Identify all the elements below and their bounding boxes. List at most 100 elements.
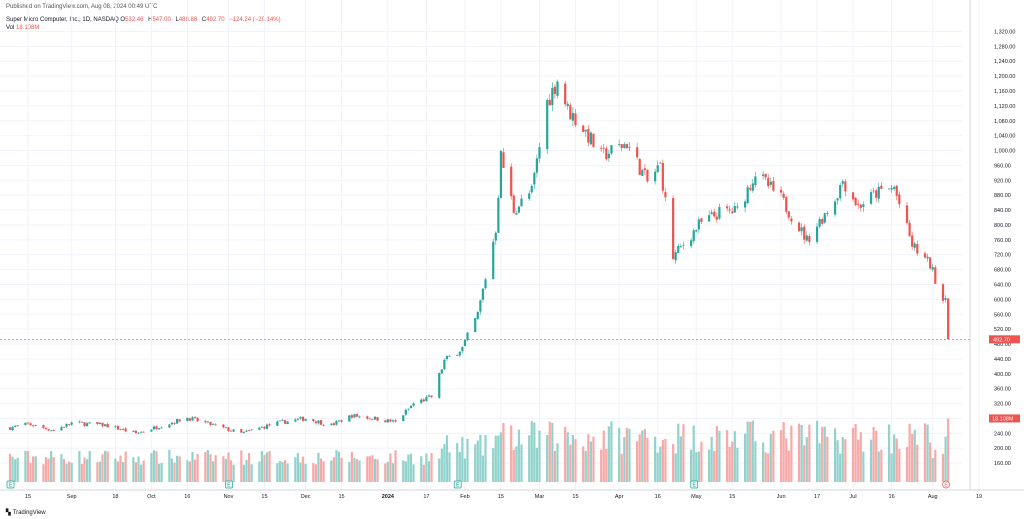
candle-body: [104, 424, 107, 427]
volume-bar: [553, 450, 557, 482]
volume-bar: [790, 425, 793, 482]
candle-body: [224, 427, 228, 429]
candle-body: [32, 425, 35, 427]
candle-body: [168, 424, 171, 428]
volume-bar: [204, 451, 207, 482]
volume-bar: [175, 455, 179, 482]
candle-body: [571, 113, 574, 121]
price-tick-label: 520.00: [994, 327, 1011, 333]
earnings-marker-icon: [942, 480, 950, 489]
volume-bar: [923, 423, 927, 482]
price-tick-label: 1,280.00: [994, 44, 1015, 50]
candle-body: [263, 426, 266, 429]
volume-bar: [528, 435, 531, 482]
volume-bar: [880, 449, 883, 482]
volume-bar: [134, 462, 138, 482]
volume-bar: [911, 434, 914, 482]
price-tick-label: 1,320.00: [994, 29, 1015, 35]
candle-body: [14, 425, 17, 427]
candle-body: [391, 420, 395, 422]
volume-bar: [86, 459, 89, 482]
candle-body: [535, 158, 539, 173]
time-axis[interactable]: 15 Sep 18 Oct 16 Nov 15 Dec 15 2024 17 Feb 15 Mar 15 Ap…: [0, 489, 1024, 500]
volume-bar: [656, 452, 659, 482]
volume-bar: [679, 436, 682, 482]
candle-body: [175, 418, 179, 424]
volume-bar: [47, 458, 50, 482]
volume-bar: [566, 432, 569, 482]
candle-body: [137, 432, 140, 434]
candle-body: [839, 185, 842, 199]
volume-bar: [623, 437, 626, 482]
candle-body: [16, 425, 19, 427]
volume-bar: [944, 436, 947, 482]
candle-body: [761, 174, 765, 176]
candle-body: [26, 422, 30, 424]
candle-body: [787, 211, 790, 218]
candle-body: [461, 346, 464, 352]
candle-body: [502, 152, 505, 168]
published-caption: Published on TradingView.com, Aug 08, 20…: [6, 4, 158, 10]
volume-bar: [905, 446, 909, 482]
volume-bar: [826, 436, 829, 482]
volume-bar: [422, 464, 425, 482]
volume-bar: [319, 458, 323, 482]
candle-body: [862, 204, 865, 208]
time-tick-label: 15: [261, 494, 267, 500]
volume-bar: [229, 460, 233, 482]
candle-body: [941, 284, 945, 301]
volume-bar: [636, 441, 639, 482]
candle-body: [898, 194, 901, 205]
candle-body: [394, 420, 397, 422]
candle-body: [427, 395, 431, 397]
volume-bar: [535, 447, 539, 482]
earnings-marker-icon: [453, 480, 462, 489]
candle-body: [533, 172, 536, 185]
tradingview-logo[interactable]: ▚ TradingView: [6, 509, 46, 516]
price-axis[interactable]: 1,320.00 1,280.00 1,240.00 1,200.00 1,160.00…: [969, 0, 1020, 490]
volume-bar: [479, 434, 482, 482]
candle-body: [373, 416, 377, 420]
volume-bar: [587, 434, 590, 482]
volume-bar: [458, 451, 461, 482]
time-tick-label: 15: [25, 494, 31, 500]
volume-bar: [366, 456, 369, 482]
volume-bar: [926, 424, 929, 482]
volume-bar: [104, 450, 107, 482]
candle-body: [157, 428, 161, 430]
volume-bar: [191, 451, 194, 482]
price-tick-label: 560.00: [994, 312, 1011, 318]
price-tick-label: 720.00: [994, 253, 1011, 259]
volume-bar: [173, 462, 176, 482]
candle-body: [708, 215, 711, 222]
volume-bar: [389, 453, 392, 482]
volume-bar: [386, 461, 389, 482]
candle-body: [44, 427, 48, 430]
volume-bar: [934, 449, 937, 482]
price-tick-label: 1,200.00: [994, 74, 1015, 80]
price-tick-label: 1,240.00: [994, 59, 1015, 65]
candle-body: [227, 427, 230, 431]
volume-bar: [733, 431, 736, 482]
volume-bar: [731, 441, 734, 482]
candle-body: [610, 145, 613, 154]
volume-bar: [556, 443, 559, 482]
candle-body: [569, 105, 572, 120]
candle-body: [913, 243, 916, 248]
candle-body: [656, 165, 659, 173]
candle-body: [278, 420, 281, 422]
volume-bars: [8, 418, 950, 482]
volume-bar: [119, 455, 122, 482]
volume-bar: [121, 461, 125, 482]
candle-body: [803, 226, 806, 240]
candle-body: [178, 419, 181, 422]
candle-body: [905, 205, 909, 223]
candle-body: [679, 246, 682, 247]
volume-bar: [70, 462, 73, 482]
candle-body: [119, 429, 122, 431]
candle-body: [98, 422, 102, 424]
volume-bar: [222, 456, 225, 482]
volume-bar: [582, 446, 585, 482]
candlesticks: [8, 79, 950, 435]
